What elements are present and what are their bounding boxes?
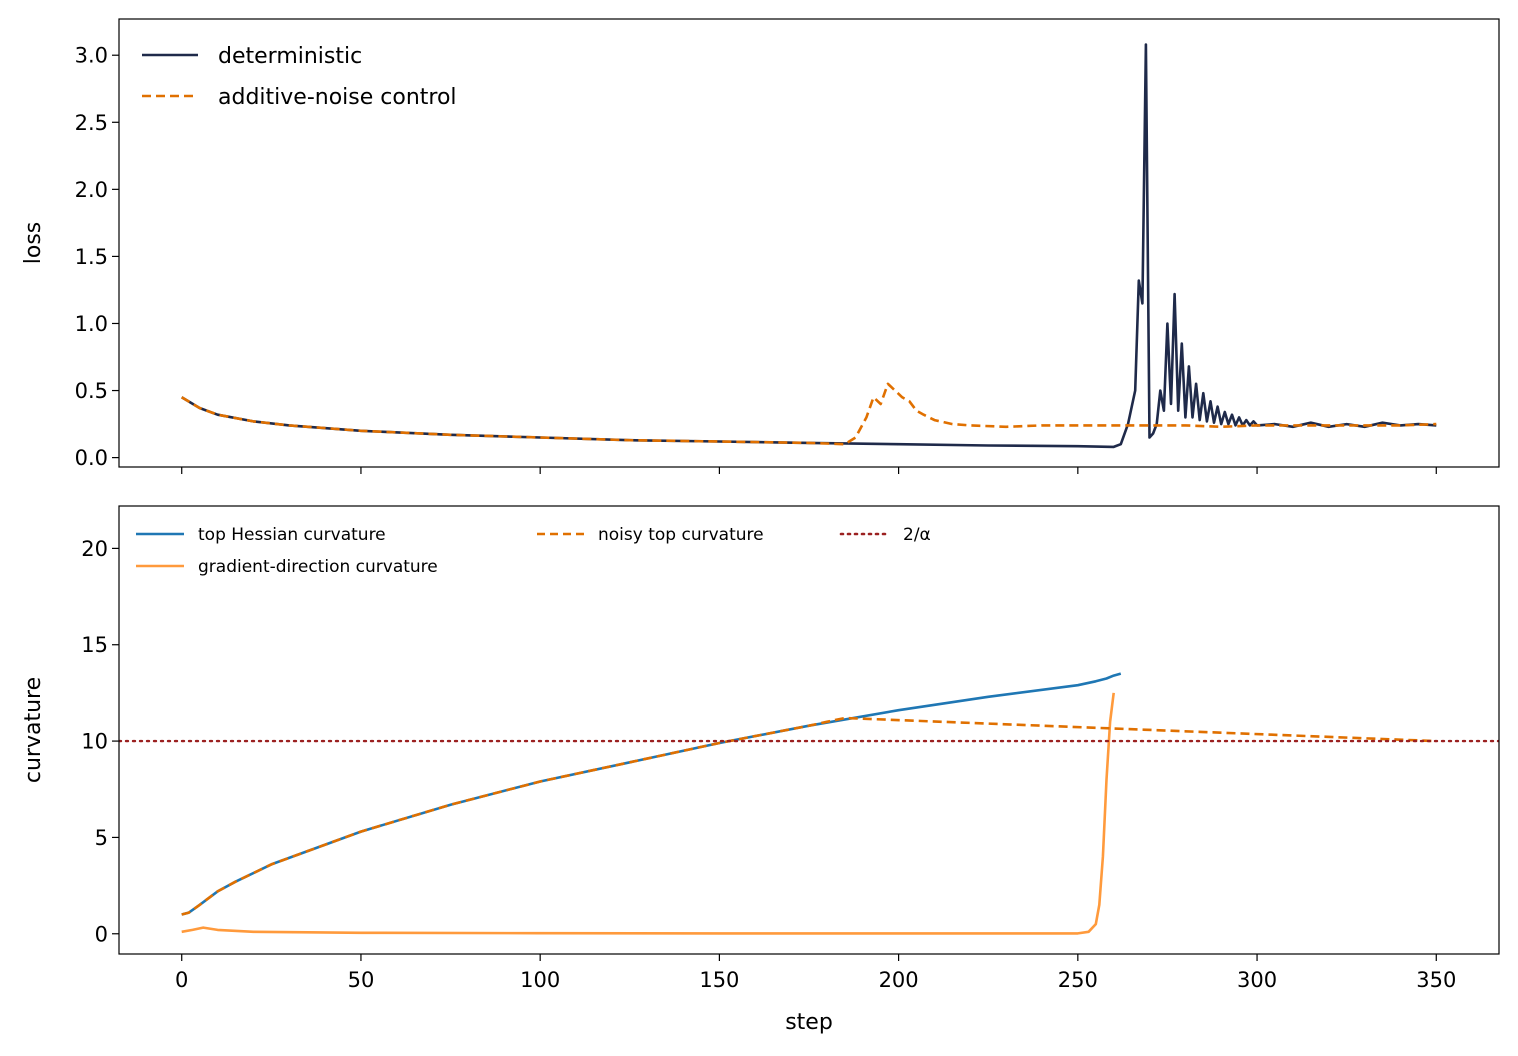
x-tick-label: 350 — [1416, 968, 1456, 992]
y-tick-label: 15 — [81, 633, 108, 657]
curvature-x-ticks: 0 50 100 150 200 250 300 350 — [175, 954, 1456, 992]
curvature-legend: top Hessian curvature gradient-direction… — [136, 525, 931, 577]
y-tick-label: 1.5 — [75, 245, 108, 269]
loss-y-ticks: 0.0 0.5 1.0 1.5 2.0 2.5 3.0 — [75, 44, 119, 470]
x-tick-label: 100 — [520, 968, 560, 992]
curvature-axes: 0 50 100 150 200 250 300 350 0 5 10 15 20 curvature… — [21, 505, 1500, 1035]
series-line-additive-noise-control — [181, 382, 1437, 446]
legend-label-noisy-top: noisy top curvature — [598, 525, 764, 545]
loss-axes: 0.0 0.5 1.0 1.5 2.0 2.5 3.0 loss deterministic… — [21, 18, 1500, 474]
x-tick-label: 0 — [175, 968, 188, 992]
y-tick-label: 0.0 — [75, 446, 108, 470]
loss-y-axis-label: loss — [21, 222, 46, 265]
loss-plot-area — [181, 43, 1437, 449]
loss-x-ticks — [181, 467, 1437, 474]
y-tick-label: 3.0 — [75, 44, 108, 68]
curvature-plot-area — [119, 672, 1499, 935]
series-line-noisy-top-curvature — [181, 716, 1437, 916]
series-line-gradient-direction-curvature — [181, 692, 1115, 935]
legend-label-top-hessian: top Hessian curvature — [198, 525, 386, 545]
x-tick-label: 250 — [1058, 968, 1098, 992]
y-tick-label: 0 — [95, 922, 108, 946]
x-tick-label: 200 — [879, 968, 919, 992]
curvature-y-axis-label: curvature — [21, 677, 46, 783]
x-tick-label: 150 — [699, 968, 739, 992]
y-tick-label: 20 — [81, 537, 108, 561]
x-tick-label: 50 — [348, 968, 375, 992]
y-tick-label: 10 — [81, 730, 108, 754]
legend-label-additive-noise: additive-noise control — [218, 85, 457, 110]
legend-label-deterministic: deterministic — [218, 44, 362, 69]
loss-legend: deterministic additive-noise control — [142, 44, 457, 110]
y-tick-label: 1.0 — [75, 312, 108, 336]
curvature-axes-frame — [118, 505, 1500, 955]
legend-label-two-over-alpha: 2/α — [903, 525, 931, 545]
legend-label-gradient-direction: gradient-direction curvature — [198, 557, 438, 577]
x-axis-label: step — [785, 1010, 833, 1035]
y-tick-label: 2.5 — [75, 111, 108, 135]
y-tick-label: 0.5 — [75, 379, 108, 403]
y-tick-label: 5 — [95, 826, 108, 850]
x-tick-label: 300 — [1237, 968, 1277, 992]
y-tick-label: 2.0 — [75, 178, 108, 202]
loss-axes-frame — [118, 18, 1500, 468]
curvature-y-ticks: 0 5 10 15 20 — [81, 537, 119, 946]
